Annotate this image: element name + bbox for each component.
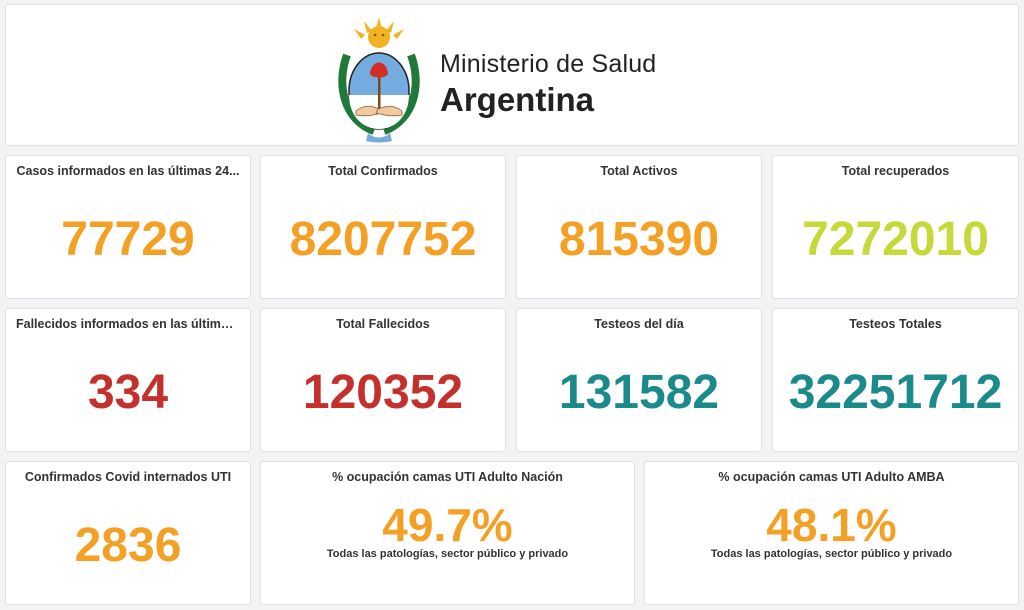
stat-title: Fallecidos informados en las últimas...	[16, 317, 240, 331]
stat-subtitle: Todas las patologías, sector público y p…	[261, 548, 634, 560]
stat-card-total-recovered: Total recuperados 7272010	[772, 155, 1019, 299]
stat-card-cases-24h: Casos informados en las últimas 24... 77…	[5, 155, 251, 299]
stat-value: 49.7%	[261, 499, 634, 551]
stat-value: 7272010	[773, 212, 1018, 268]
stat-title: Testeos del día	[527, 317, 751, 331]
stat-title: Total Activos	[527, 164, 751, 178]
stat-card-icu-occupancy-amba: % ocupación camas UTI Adulto AMBA 48.1% …	[644, 461, 1019, 605]
stat-title: Confirmados Covid internados UTI	[16, 470, 240, 484]
stat-title: Casos informados en las últimas 24...	[16, 164, 240, 178]
argentina-coat-of-arms-logo	[334, 15, 424, 143]
stat-card-icu-occupancy-nacion: % ocupación camas UTI Adulto Nación 49.7…	[260, 461, 635, 605]
stat-card-icu-confirmed: Confirmados Covid internados UTI 2836	[5, 461, 251, 605]
stat-title: Total Fallecidos	[271, 317, 495, 331]
stat-card-total-tests: Testeos Totales 32251712	[772, 308, 1019, 452]
stat-title: Total Confirmados	[271, 164, 495, 178]
stat-value: 2836	[6, 518, 250, 574]
stat-title: Total recuperados	[783, 164, 1008, 178]
brand-ministry-name: Ministerio de Salud	[440, 49, 656, 79]
ministry-brand: Ministerio de Salud Argentina	[440, 49, 656, 119]
stat-card-total-deaths: Total Fallecidos 120352	[260, 308, 506, 452]
brand-country-name: Argentina	[440, 81, 656, 119]
stat-value: 334	[6, 365, 250, 421]
stat-value: 32251712	[773, 365, 1018, 421]
stat-value: 8207752	[261, 212, 505, 268]
stat-value: 131582	[517, 365, 761, 421]
stat-card-total-active: Total Activos 815390	[516, 155, 762, 299]
stat-subtitle: Todas las patologías, sector público y p…	[645, 548, 1018, 560]
stat-value: 815390	[517, 212, 761, 268]
stat-card-tests-today: Testeos del día 131582	[516, 308, 762, 452]
stat-title: % ocupación camas UTI Adulto AMBA	[655, 470, 1008, 484]
stat-value: 48.1%	[645, 499, 1018, 551]
header-banner: Ministerio de Salud Argentina	[5, 4, 1019, 146]
stat-value: 120352	[261, 365, 505, 421]
stat-card-deaths-24h: Fallecidos informados en las últimas... …	[5, 308, 251, 452]
stat-title: % ocupación camas UTI Adulto Nación	[271, 470, 624, 484]
stat-card-total-confirmed: Total Confirmados 8207752	[260, 155, 506, 299]
stat-title: Testeos Totales	[783, 317, 1008, 331]
stat-value: 77729	[6, 212, 250, 268]
